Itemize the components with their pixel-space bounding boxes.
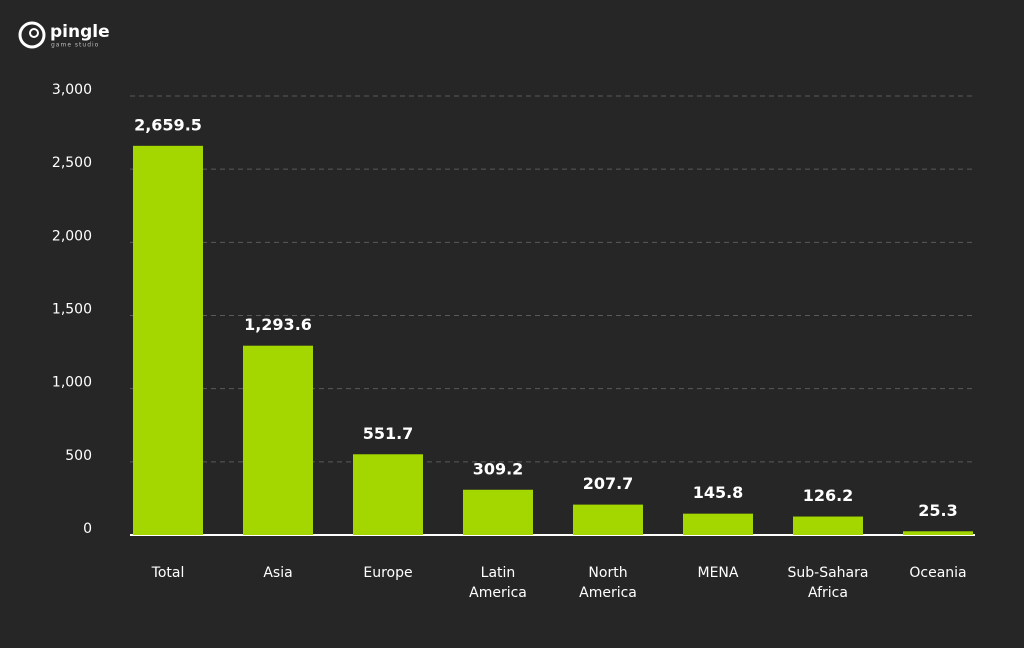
y-tick-label: 2,500 [52,155,92,171]
logo: pingle game studio [18,21,110,49]
bar [793,516,863,535]
bar [683,513,753,535]
x-tick-label: Sub-Sahara Africa [788,565,869,601]
value-label: 309.2 [473,459,524,478]
bar [903,531,973,535]
bar [133,145,203,535]
x-tick-label: MENA [698,565,739,581]
logo-icon [18,21,46,49]
logo-icon-inner [29,28,39,38]
y-tick-label: 1,500 [52,302,92,318]
value-label: 207.7 [583,474,634,493]
x-tick-label: Total [151,565,185,581]
value-label: 1,293.6 [244,315,312,334]
value-label: 145.8 [693,483,744,502]
x-tick-label: Europe [363,565,412,581]
x-tick-label: Latin America [469,565,527,601]
value-label: 25.3 [918,501,957,520]
y-tick-label: 3,000 [52,82,92,98]
value-label: 126.2 [803,486,854,505]
y-tick-label: 2,000 [52,228,92,244]
bar [353,454,423,535]
bar [573,504,643,535]
bar [243,345,313,535]
x-tick-label: North America [579,565,637,601]
y-tick-label: 1,000 [52,375,92,391]
y-tick-label: 500 [65,448,92,464]
x-tick-label: Asia [263,565,292,581]
logo-tagline: game studio [51,42,99,49]
y-tick-label: 0 [83,521,92,537]
value-label: 551.7 [363,424,414,443]
bar [463,489,533,535]
value-label: 2,659.5 [134,115,202,134]
logo-name: pingle [50,22,110,42]
x-tick-label: Oceania [909,565,966,581]
